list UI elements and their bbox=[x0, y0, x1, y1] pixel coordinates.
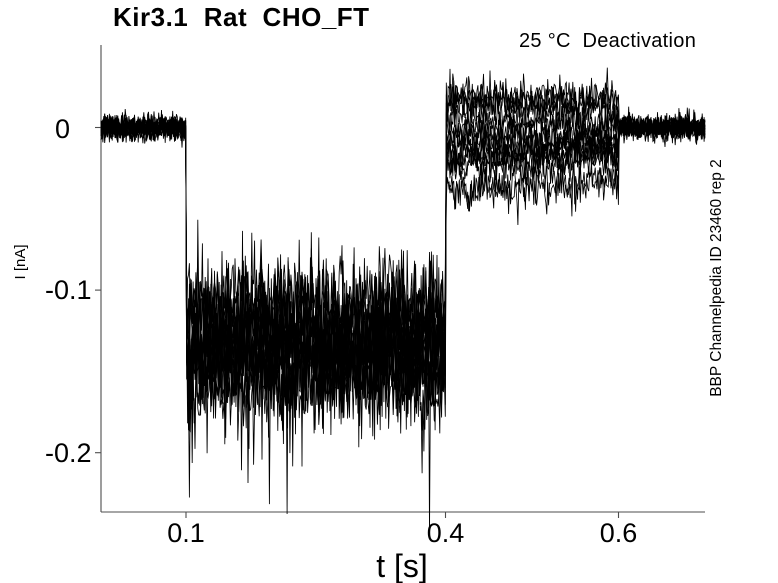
svg-text:BBP Channelpedia ID 23460 rep: BBP Channelpedia ID 23460 rep 2 bbox=[708, 159, 725, 397]
svg-text:I [nA]: I [nA] bbox=[12, 244, 29, 279]
